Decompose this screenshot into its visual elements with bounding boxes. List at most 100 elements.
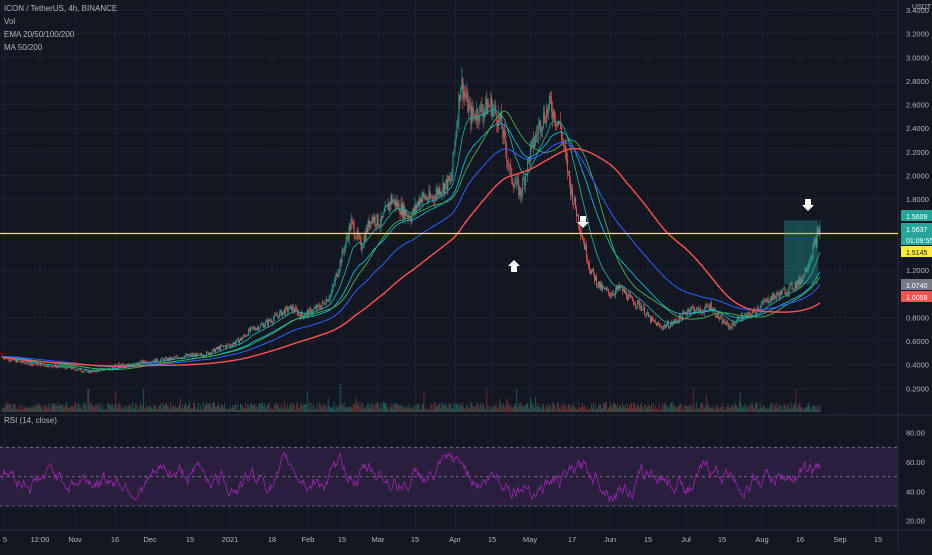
candle-body (272, 318, 274, 323)
volume-bar (617, 403, 618, 412)
candle-body (768, 302, 770, 304)
candle-body (152, 361, 154, 363)
volume-bar (38, 403, 40, 412)
candle-body (64, 366, 66, 368)
candle-body (605, 288, 606, 290)
volume-bar (35, 405, 37, 412)
volume-bar (425, 407, 427, 412)
volume-bar (681, 409, 683, 412)
candle-body (164, 358, 166, 362)
candle-body (798, 278, 800, 285)
volume-bar (387, 408, 389, 412)
candle-body (430, 197, 432, 199)
candle-body (794, 283, 796, 289)
volume-bar (423, 390, 425, 412)
volume-bar (231, 405, 233, 412)
candle-body (789, 283, 791, 286)
candle-body (645, 313, 647, 316)
volume-bar (100, 402, 102, 412)
volume-bar (244, 402, 246, 412)
volume-bar (499, 398, 501, 412)
volume-bar (732, 406, 734, 412)
candle-body (385, 206, 387, 207)
volume-bar (764, 406, 766, 412)
candle-body (424, 195, 426, 199)
volume-bar (409, 407, 411, 412)
volume-bar (507, 402, 509, 412)
volume-bar (726, 405, 728, 412)
volume-bar (180, 397, 182, 412)
volume-bar (60, 404, 62, 412)
volume-bar (799, 403, 801, 412)
volume-bar (340, 402, 342, 412)
volume-bar (364, 409, 366, 412)
candle-body (634, 304, 635, 305)
volume-bar (524, 406, 526, 412)
candle-body (444, 183, 446, 194)
candle-body (246, 335, 248, 336)
time-tick-label: 12:00 (31, 535, 50, 544)
candle-body (65, 367, 67, 369)
volume-bar (11, 409, 13, 412)
candle-body (796, 280, 798, 289)
candle-body (306, 310, 308, 313)
candle-body (771, 296, 773, 301)
volume-bar (411, 407, 413, 412)
candle-body (719, 317, 721, 319)
arrow-up-icon-shape (508, 260, 520, 272)
volume-bar (131, 408, 133, 412)
volume-bar (302, 404, 304, 412)
candle-body (667, 322, 669, 328)
candle-body (369, 221, 371, 228)
candle-body (464, 92, 466, 96)
candle-body (620, 286, 621, 289)
candle-body (583, 239, 585, 242)
volume-bar (755, 402, 757, 412)
candle-body (345, 237, 347, 245)
volume-bar (237, 409, 239, 412)
volume-bar (211, 408, 212, 412)
volume-bar (271, 408, 273, 412)
candle-body (162, 358, 164, 360)
volume-bar (727, 403, 729, 412)
volume-bar (538, 406, 540, 412)
volume-bar (438, 404, 440, 412)
volume-bar (80, 407, 82, 412)
candle-body (232, 342, 234, 345)
volume-bar (3, 408, 5, 412)
candle-body (198, 353, 199, 355)
candle-body (665, 325, 667, 328)
candle-body (542, 126, 544, 130)
candle-body (785, 293, 787, 295)
candle-body (415, 204, 417, 209)
volume-bar (488, 409, 490, 412)
candle-body (467, 92, 469, 113)
volume-bar (474, 406, 476, 412)
volume-bar (193, 402, 194, 412)
candle-body (175, 357, 177, 358)
volume-bar (75, 402, 77, 412)
candle-body (599, 281, 600, 288)
candle-body (471, 108, 473, 125)
volume-bar (540, 407, 542, 412)
volume-bar (414, 405, 416, 412)
candle-body (374, 216, 376, 225)
volume-bar (182, 403, 184, 412)
candle-body (153, 361, 155, 363)
volume-bar (227, 408, 229, 412)
volume-bar (669, 402, 671, 412)
candle-body (531, 141, 533, 147)
volume-bar (58, 406, 60, 412)
candle-body (640, 306, 642, 311)
candle-body (716, 312, 718, 318)
volume-bar (587, 409, 589, 412)
candle-body (582, 235, 584, 240)
volume-bar (528, 408, 530, 412)
candle-body (480, 105, 482, 106)
candle-body (505, 136, 507, 150)
candle-body (121, 364, 123, 366)
volume-bar (795, 388, 797, 412)
volume-bar (446, 407, 448, 412)
candle-body (359, 236, 361, 240)
